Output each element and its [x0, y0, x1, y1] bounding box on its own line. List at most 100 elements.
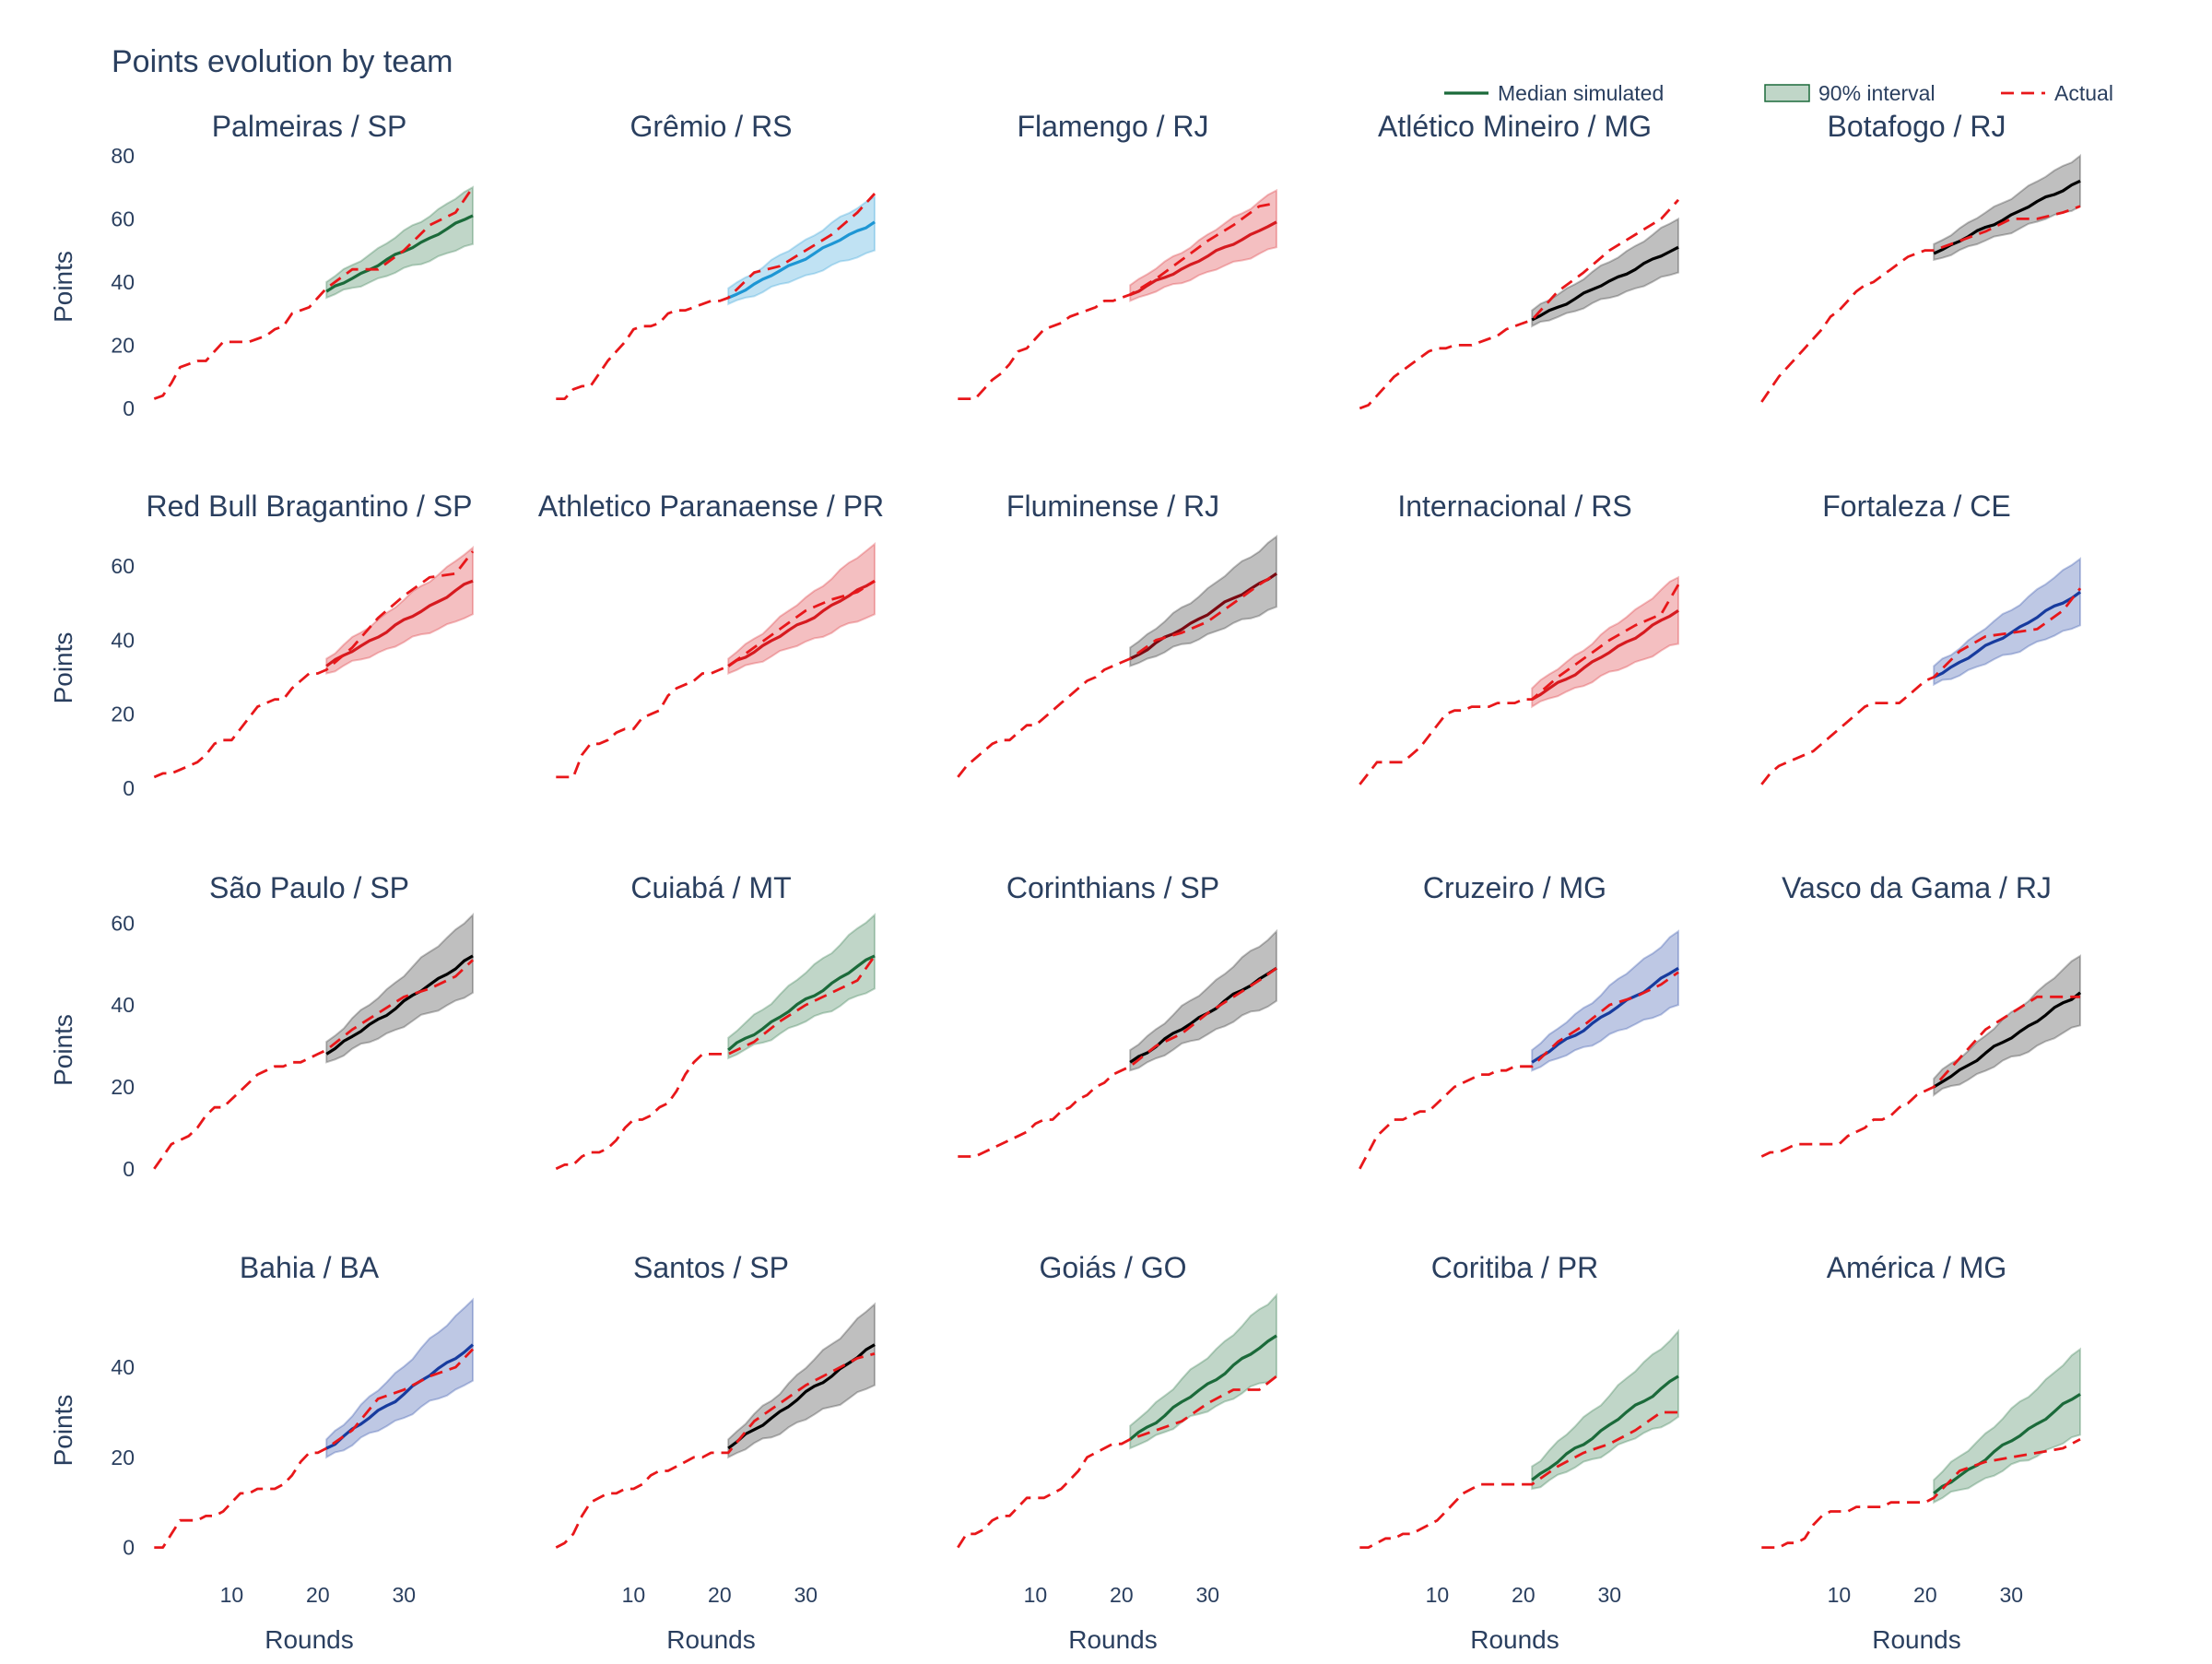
panel-title: Goiás / GO — [1039, 1251, 1186, 1284]
actual-line — [154, 1348, 475, 1549]
median-line — [1129, 572, 1277, 660]
y-tick-label: 20 — [111, 333, 135, 357]
x-tick-label: 30 — [1597, 1583, 1621, 1607]
y-axis-title: Points — [49, 1014, 77, 1086]
median-line — [727, 579, 876, 667]
legend-label: 90% interval — [1818, 81, 1936, 105]
panel-title: Cuiabá / MT — [630, 871, 791, 904]
median-line — [1933, 991, 2081, 1089]
panel-title: Bahia / BA — [240, 1251, 380, 1284]
y-tick-label: 40 — [111, 628, 135, 652]
x-tick-label: 20 — [306, 1583, 330, 1607]
actual-line — [1359, 971, 1679, 1170]
median-line — [1531, 1375, 1679, 1481]
x-axis-title: Rounds — [666, 1625, 756, 1654]
interval-band — [1531, 575, 1679, 709]
actual-line — [957, 1375, 1277, 1549]
chart-title: Points evolution by team — [112, 44, 453, 79]
y-tick-label: 40 — [111, 993, 135, 1017]
median-line — [325, 954, 474, 1056]
x-tick-label: 10 — [622, 1583, 646, 1607]
x-tick-label: 30 — [794, 1583, 818, 1607]
median-line — [325, 579, 474, 667]
interval-band — [1129, 928, 1277, 1072]
panel-title: São Paulo / SP — [209, 871, 409, 904]
panel-america-mg: América / MG 10 20 30 Rounds — [1761, 1251, 2081, 1654]
median-line — [727, 1343, 876, 1450]
panel-title: Coritiba / PR — [1431, 1251, 1598, 1284]
interval-band — [1933, 557, 2081, 687]
legend: Median simulated 90% interval Actual — [1444, 81, 2113, 105]
panel-sao-paulo-sp: São Paulo / SP 0 20 40 60 Points — [49, 871, 474, 1181]
y-tick-label: 40 — [111, 270, 135, 294]
panel-title: Atlético Mineiro / MG — [1378, 110, 1652, 143]
panel-gremio-rs: Grêmio / RS — [556, 110, 877, 401]
median-line — [1531, 245, 1679, 322]
median-line — [1129, 220, 1277, 297]
panel-red-bull-bragantino-sp: Red Bull Bragantino / SP 0 20 40 60 Points — [49, 490, 475, 800]
x-tick-label: 10 — [1426, 1583, 1450, 1607]
x-axis-title: Rounds — [1872, 1625, 1961, 1654]
panel-title: Fortaleza / CE — [1822, 490, 2011, 523]
panel-palmeiras-sp: Palmeiras / SP 0 20 40 60 80 Points — [49, 110, 475, 420]
y-tick-label: 0 — [123, 776, 135, 800]
actual-line — [153, 186, 475, 400]
x-tick-label: 20 — [1913, 1583, 1937, 1607]
panel-fortaleza-ce: Fortaleza / CE — [1760, 490, 2082, 785]
x-axis-title: Rounds — [1470, 1625, 1559, 1654]
x-tick-label: 20 — [1512, 1583, 1535, 1607]
panel-corinthians-sp: Corinthians / SP — [958, 871, 1277, 1158]
actual-line — [1359, 1410, 1678, 1549]
actual-line — [1359, 584, 1680, 785]
panel-flamengo-rj: Flamengo / RJ — [958, 110, 1277, 401]
panel-fluminense-rj: Fluminense / RJ — [957, 490, 1277, 778]
y-tick-label: 20 — [111, 1446, 135, 1469]
actual-line — [556, 580, 876, 779]
median-line — [325, 1343, 475, 1450]
actual-line — [1761, 1438, 2081, 1549]
y-tick-label: 0 — [123, 396, 135, 420]
x-axis-title: Rounds — [265, 1625, 354, 1654]
interval-band — [325, 185, 474, 300]
x-tick-label: 10 — [220, 1583, 244, 1607]
legend-label: Median simulated — [1498, 81, 1664, 105]
panel-title: Palmeiras / SP — [212, 110, 407, 143]
legend-swatch — [1764, 84, 1810, 102]
interval-band — [727, 1302, 876, 1459]
panel-athletico-paranaense-pr: Athletico Paranaense / PR — [538, 490, 884, 779]
actual-line — [555, 955, 877, 1171]
panel-title: Santos / SP — [633, 1251, 789, 1284]
median-line — [1933, 1393, 2081, 1495]
panel-bahia-ba: Bahia / BA 0 20 40 Points 10 20 30 Rounds — [49, 1251, 475, 1654]
actual-line — [153, 959, 474, 1170]
panels: Palmeiras / SP 0 20 40 60 80 Points Grêmio / RS… — [49, 110, 2082, 1654]
panel-title: Flamengo / RJ — [1017, 110, 1208, 143]
panel-goias-go: Goiás / GO 10 20 30 Rounds — [957, 1251, 1277, 1654]
actual-line — [556, 193, 877, 401]
panel-cuiaba-mt: Cuiabá / MT — [555, 871, 877, 1171]
legend-item: Actual — [2001, 81, 2113, 105]
panel-coritiba-pr: Coritiba / PR 10 20 30 Rounds — [1359, 1251, 1679, 1654]
y-tick-label: 20 — [111, 1075, 135, 1099]
legend-label: Actual — [2054, 81, 2113, 105]
panel-title: Botafogo / RJ — [1828, 110, 2006, 143]
median-line — [1129, 1334, 1277, 1441]
legend-item: 90% interval — [1764, 81, 1936, 105]
panel-cruzeiro-mg: Cruzeiro / MG — [1359, 871, 1679, 1170]
x-tick-label: 30 — [392, 1583, 416, 1607]
x-tick-label: 10 — [1024, 1583, 1048, 1607]
panel-title: Fluminense / RJ — [1006, 490, 1219, 523]
median-line — [325, 214, 474, 293]
actual-line — [1760, 205, 2081, 403]
x-axis-title: Rounds — [1068, 1625, 1158, 1654]
actual-line — [958, 967, 1277, 1158]
interval-band — [1933, 954, 2081, 1097]
median-line — [727, 954, 876, 1052]
interval-band — [325, 912, 474, 1064]
x-tick-label: 20 — [708, 1583, 732, 1607]
panel-santos-sp: Santos / SP 10 20 30 Rounds — [555, 1251, 876, 1654]
actual-line — [555, 1352, 876, 1549]
actual-line — [957, 572, 1277, 778]
actual-line — [958, 201, 1277, 401]
